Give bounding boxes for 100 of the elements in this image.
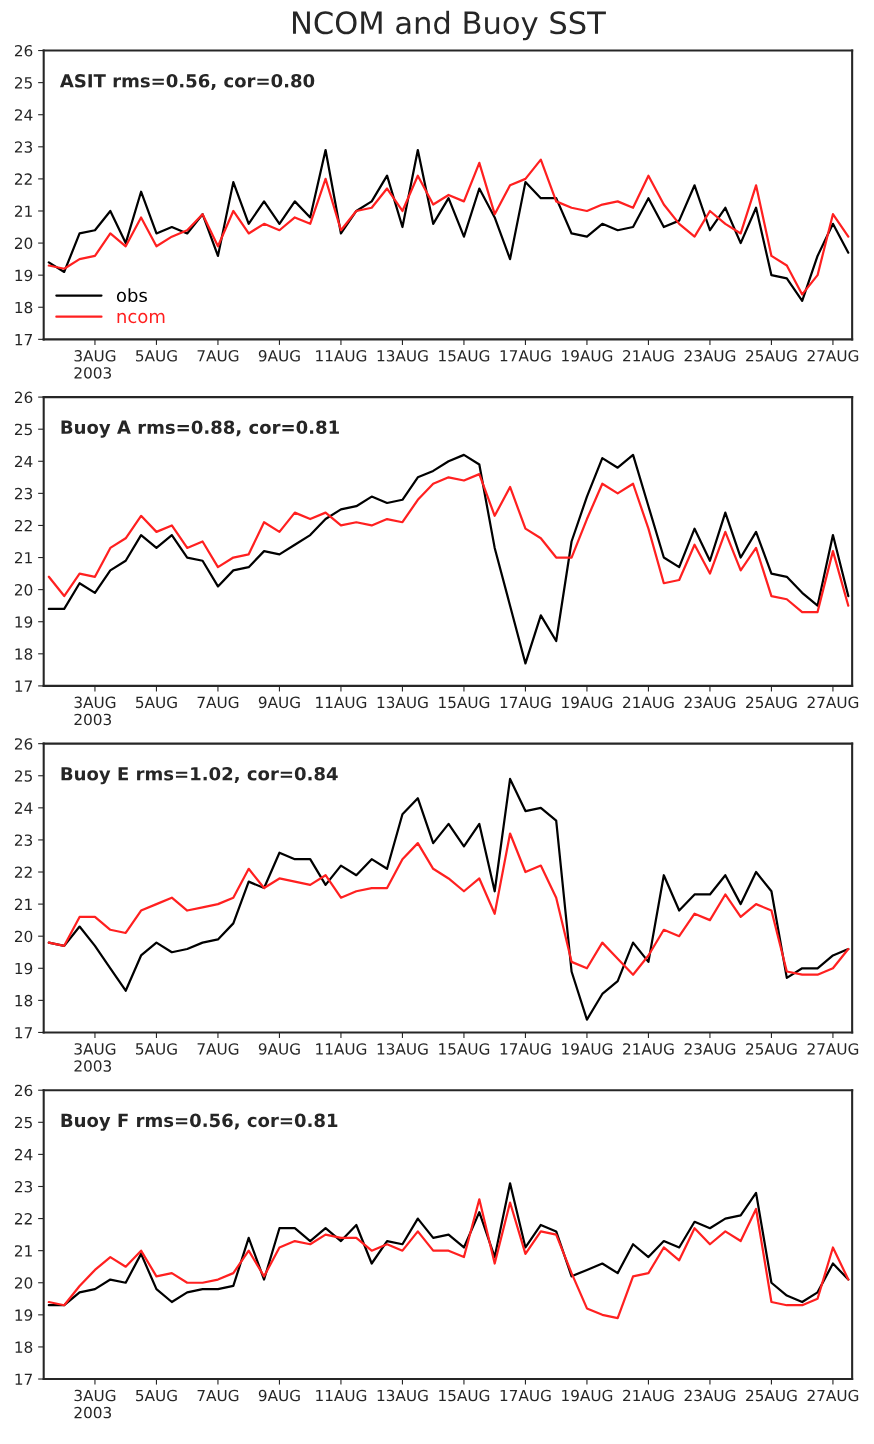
annotation: ASIT rms=0.56, cor=0.80 [59,73,315,90]
x-tick-label: 7AUG [197,1043,239,1055]
y-tick-label: 26 [14,738,33,750]
x-tick-label: 15AUG [439,1043,490,1055]
y-tick-label: 25 [14,423,32,436]
x-tick-label: 17AUG [500,350,551,362]
x-tick-label: 21AUG [623,696,674,709]
x-tick-label: 25AUG [746,1043,797,1055]
y-tick-label: 18 [15,1341,33,1353]
x-tick-label: 19AUG [562,1389,613,1402]
x-tick-label: 21AUG [623,350,674,362]
y-tick-label: 19 [15,616,33,628]
y-tick-label: 24 [14,455,33,468]
y-tick-label: 26 [14,1084,33,1097]
x-tick-label: 19AUG [562,350,613,362]
x-tick-label: 25AUG [746,1389,797,1402]
y-tick-label: 22 [14,1213,32,1225]
y-tick-label: 24 [14,1148,33,1161]
y-tick-label: 24 [14,802,33,814]
x-tick-label: 7AUG [197,696,239,709]
y-tick-label: 25 [14,77,32,89]
x-tick-label: 27AUG [807,350,859,362]
x-tick-label: 15AUG [439,696,490,709]
y-tick-label: 23 [14,834,33,846]
y-tick-label: 17 [15,334,32,346]
y-tick-label: 21 [14,1245,32,1257]
y-tick-label: 23 [14,487,33,500]
y-tick-label: 18 [15,301,33,314]
x-tick-label: 21AUG [623,1043,674,1055]
y-tick-label: 18 [15,994,33,1007]
x-tick-label: 19AUG [562,696,613,709]
chart-title: NCOM and Buoy SST [293,10,606,41]
y-tick-label: 24 [14,109,33,121]
y-tick-label: 17 [15,1373,32,1385]
x-tick-label: 3AUG 2003 [74,696,116,726]
y-tick-label: 21 [14,552,32,564]
y-tick-label: 25 [14,1116,32,1129]
line-series [47,473,850,614]
x-tick-label: 17AUG [500,1389,551,1402]
x-tick-label: 9AUG [258,696,300,709]
x-tick-label: 11AUG [316,1043,367,1055]
x-tick-label: 9AUG [258,350,300,362]
line-series [47,1182,850,1307]
x-tick-label: 23AUG [684,1043,736,1055]
y-tick-label: 22 [14,519,32,532]
y-tick-label: 20 [14,584,33,596]
x-tick-label: 25AUG [746,350,797,362]
y-tick-label: 22 [14,173,32,185]
x-tick-label: 21AUG [623,1389,674,1402]
y-tick-label: 19 [15,1309,33,1321]
x-tick-label: 7AUG [197,350,239,362]
y-tick-label: 23 [14,141,33,153]
x-tick-label: 5AUG [136,1389,177,1402]
x-tick-label: 13AUG [377,1043,428,1055]
x-tick-label: 27AUG [807,1389,859,1402]
legend-label: ncom [117,312,165,324]
y-tick-label: 21 [14,205,32,217]
x-tick-label: 27AUG [807,1043,859,1055]
x-tick-label: 5AUG [136,696,177,709]
x-tick-label: 17AUG [500,1043,551,1055]
y-tick-label: 18 [15,648,33,660]
y-tick-label: 17 [15,1027,32,1039]
y-tick-label: 25 [14,770,32,782]
x-tick-label: 13AUG [377,696,428,709]
x-tick-label: 15AUG [439,1389,490,1402]
y-tick-label: 20 [14,930,33,943]
x-tick-label: 7AUG [197,1389,239,1402]
y-tick-label: 20 [14,1277,33,1289]
x-tick-label: 3AUG 2003 [74,1389,116,1419]
line-series [47,832,850,976]
x-tick-label: 17AUG [500,696,551,709]
x-tick-label: 3AUG 2003 [74,1043,116,1072]
y-tick-label: 21 [14,898,32,910]
x-tick-label: 23AUG [684,696,736,709]
x-tick-label: 11AUG [316,1389,367,1402]
x-tick-label: 11AUG [316,350,367,362]
y-tick-label: 22 [14,866,32,878]
line-series [47,1198,850,1320]
x-tick-label: 3AUG 2003 [74,350,116,379]
x-tick-label: 5AUG [136,1043,177,1055]
y-tick-label: 19 [15,269,33,282]
x-tick-label: 13AUG [377,1389,428,1402]
legend-label: obs [116,288,147,303]
x-tick-label: 9AUG [258,1043,300,1055]
x-tick-label: 11AUG [316,696,367,709]
x-tick-label: 23AUG [684,350,736,362]
x-tick-label: 5AUG [136,350,177,362]
y-tick-label: 23 [14,1180,33,1193]
y-tick-label: 26 [14,391,33,404]
y-tick-label: 19 [15,962,33,975]
x-tick-label: 9AUG [258,1389,300,1402]
x-tick-label: 15AUG [439,350,490,362]
x-tick-label: 23AUG [684,1389,736,1402]
x-tick-label: 25AUG [746,696,797,709]
x-tick-label: 27AUG [807,696,859,709]
x-tick-label: 19AUG [562,1043,613,1055]
y-tick-label: 26 [14,45,33,57]
annotation: Buoy A rms=0.88, cor=0.81 [61,420,339,438]
y-tick-label: 20 [14,237,33,250]
x-tick-label: 13AUG [377,350,428,362]
